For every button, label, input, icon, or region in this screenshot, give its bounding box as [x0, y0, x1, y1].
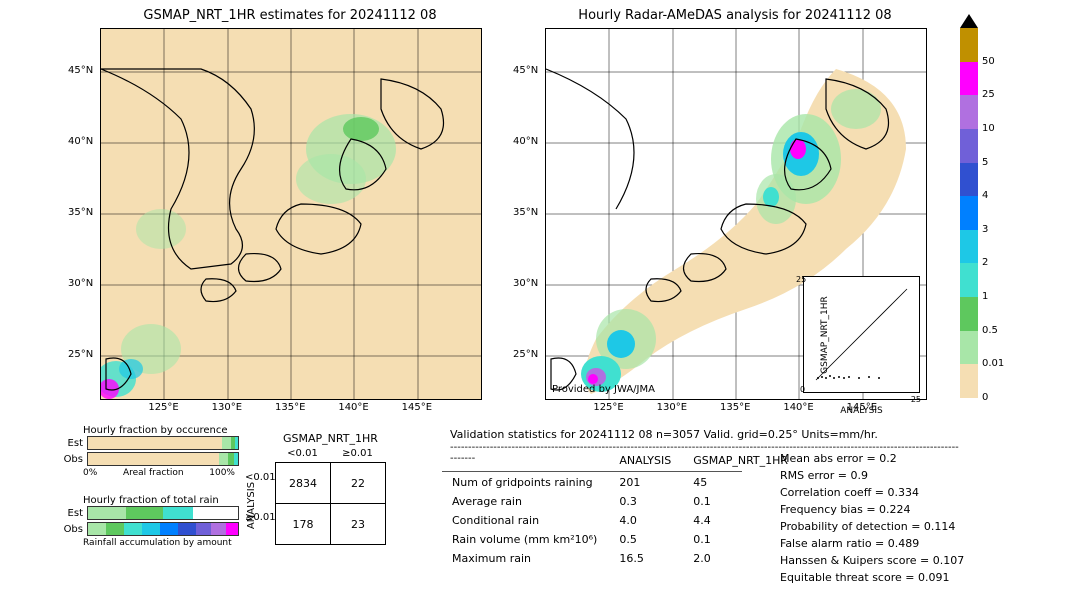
vr41: 16.5	[609, 550, 681, 567]
metric-4: Probability of detection = 0.114	[780, 518, 964, 535]
map-left-title: GSMAP_NRT_1HR estimates for 20241112 08	[100, 8, 480, 23]
frac-xmin: 0%	[83, 468, 97, 478]
validation-title: Validation statistics for 20241112 08 n=…	[450, 428, 878, 441]
est2-label: Est	[55, 508, 87, 519]
scatter-ylabel: GSMAP_NRT_1HR	[820, 296, 830, 374]
map-right: Provided by JWA/JMA 25 0 25 ANALYSIS GSM…	[545, 28, 927, 400]
contingency-table: 283422 17823	[275, 462, 386, 545]
scatter-inset: 25 0 25 ANALYSIS GSMAP_NRT_1HR	[803, 276, 920, 393]
ct-01: 22	[331, 463, 386, 504]
vr31: 0.5	[609, 531, 681, 548]
ct-10: 178	[276, 504, 331, 545]
vh1: ANALYSIS	[609, 452, 681, 469]
metric-3: Frequency bias = 0.224	[780, 501, 964, 518]
obs2-label: Obs	[55, 524, 87, 535]
accumulation-label: Rainfall accumulation by amount	[83, 538, 255, 548]
vr11: 0.3	[609, 493, 681, 510]
frac-xmax: 100%	[209, 468, 235, 478]
metric-0: Mean abs error = 0.2	[780, 450, 964, 467]
contingency-col-header: GSMAP_NRT_1HR	[283, 432, 378, 445]
fraction-total: Hourly fraction of total rain Est Obs Ra…	[55, 495, 255, 548]
metric-7: Equitable threat score = 0.091	[780, 569, 964, 586]
map-left	[100, 28, 482, 400]
metric-6: Hanssen & Kuipers score = 0.107	[780, 552, 964, 569]
map-right-title: Hourly Radar-AMeDAS analysis for 2024111…	[545, 8, 925, 23]
map-right-credit: Provided by JWA/JMA	[552, 384, 655, 395]
colorbar: 00.010.512345102550	[960, 28, 978, 398]
ct-row0: <0.01	[245, 472, 276, 483]
metric-2: Correlation coeff = 0.334	[780, 484, 964, 501]
ct-00: 2834	[276, 463, 331, 504]
vr40: Maximum rain	[442, 550, 607, 567]
fraction-total-title: Hourly fraction of total rain	[83, 495, 255, 506]
fraction-occurrence: Hourly fraction by occurence Est Obs 0% …	[55, 425, 255, 478]
ct-col0: <0.01	[287, 448, 318, 459]
frac-xaxis: Areal fraction	[123, 468, 184, 478]
ct-col1: ≥0.01	[342, 448, 373, 459]
vr10: Average rain	[442, 493, 607, 510]
vr21: 4.0	[609, 512, 681, 529]
vr01: 201	[609, 474, 681, 491]
vr00: Num of gridpoints raining	[442, 474, 607, 491]
vr20: Conditional rain	[442, 512, 607, 529]
ct-11: 23	[331, 504, 386, 545]
fraction-occurrence-title: Hourly fraction by occurence	[83, 425, 255, 436]
metric-1: RMS error = 0.9	[780, 467, 964, 484]
est-label: Est	[55, 438, 87, 449]
metric-5: False alarm ratio = 0.489	[780, 535, 964, 552]
ct-row1: ≥0.01	[245, 512, 276, 523]
obs-label: Obs	[55, 454, 87, 465]
metrics-list: Mean abs error = 0.2 RMS error = 0.9 Cor…	[780, 450, 964, 586]
validation-table: ANALYSISGSMAP_NRT_1HR Num of gridpoints …	[440, 450, 800, 569]
map-left-overlay	[101, 29, 481, 399]
vr30: Rain volume (mm km²10⁶)	[442, 531, 607, 548]
